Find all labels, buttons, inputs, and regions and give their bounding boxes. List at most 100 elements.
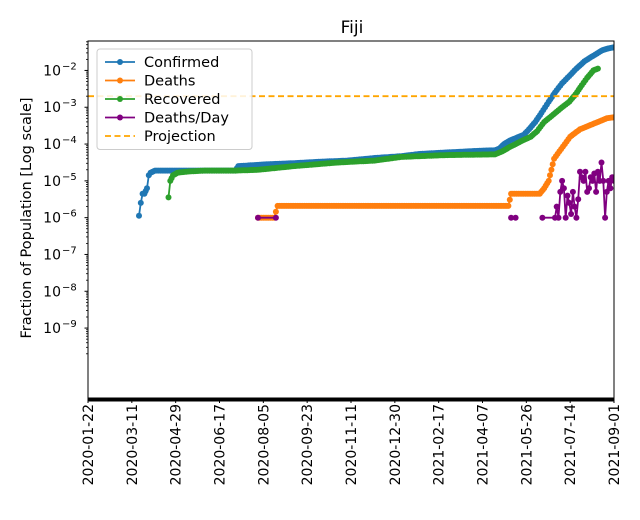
series-deaths-marker	[545, 177, 552, 184]
series-deaths-day-marker	[564, 192, 571, 199]
series-deaths-day-marker	[598, 159, 605, 166]
chart-title: Fiji	[341, 18, 364, 38]
y-tick-label-exponent: −5	[62, 172, 77, 183]
series-deaths-day-marker	[580, 177, 587, 184]
series-deaths-day-marker	[512, 214, 519, 221]
x-tick-label: 2021-04-07	[476, 404, 492, 485]
legend-item-deaths: Deaths	[105, 74, 195, 90]
y-tick-label: 10	[43, 284, 61, 300]
series-deaths-day-marker	[272, 214, 279, 221]
series-deaths-day-marker	[593, 188, 600, 195]
series-deaths-day-marker	[566, 199, 573, 206]
series-deaths-day-marker	[605, 177, 612, 184]
series-deaths-marker	[272, 208, 279, 215]
y-tick-label-exponent: −9	[62, 319, 77, 330]
legend-item-projection: Projection	[105, 129, 216, 145]
series-deaths-day-marker	[555, 214, 562, 221]
legend-box	[96, 48, 253, 150]
series-deaths-day-marker	[559, 177, 566, 184]
series-confirmed-marker	[136, 212, 142, 219]
series-deaths-marker	[547, 172, 553, 179]
series-confirmed-marker	[137, 199, 144, 206]
legend-label: Recovered	[144, 92, 220, 108]
x-tick-label: 2020-06-17	[213, 404, 229, 485]
series-deaths-day-marker	[562, 214, 569, 221]
series-deaths-marker	[611, 114, 614, 121]
x-tick-label: 2021-09-01	[607, 404, 623, 485]
legend-item-deaths-day: Deaths/Day	[105, 111, 229, 127]
y-tick-label-exponent: −3	[62, 98, 77, 109]
series-recovered-marker	[165, 194, 172, 201]
series-deaths-day-marker	[603, 188, 610, 195]
y-tick-label: 10	[43, 247, 61, 263]
x-tick-label: 2020-04-29	[169, 404, 185, 485]
y-tick-label-exponent: −2	[62, 61, 77, 72]
y-tick-label-exponent: −7	[62, 245, 77, 256]
x-tick-label: 2020-11-11	[344, 404, 360, 485]
series-deaths-day-marker	[255, 214, 261, 221]
series-deaths-day-marker	[589, 177, 596, 184]
y-tick-label: 10	[43, 100, 61, 116]
series-deaths-day-marker	[539, 214, 546, 221]
x-tick-label: 2020-09-23	[300, 404, 316, 485]
legend-item-confirmed: Confirmed	[105, 55, 219, 71]
x-tick-label: 2021-07-14	[563, 404, 579, 485]
x-tick-label: 2021-05-26	[519, 404, 535, 485]
legend-label: Projection	[144, 129, 216, 145]
series-deaths-day-marker	[573, 214, 580, 221]
series-deaths-day-marker	[607, 185, 614, 192]
series-deaths	[255, 114, 614, 221]
legend-swatch-marker	[117, 114, 123, 121]
series-deaths-day	[255, 159, 614, 221]
legend-label: Deaths/Day	[144, 111, 229, 127]
series-deaths-day-marker	[602, 214, 609, 221]
series-deaths-marker	[506, 196, 513, 203]
legend-swatch-marker	[117, 96, 123, 102]
series-deaths-day-marker	[569, 188, 576, 195]
series-deaths-day-marker	[611, 177, 614, 184]
y-tick-label: 10	[43, 137, 61, 153]
series-recovered	[165, 65, 601, 201]
series-deaths-day-marker	[582, 168, 589, 175]
x-tick-label: 2021-02-17	[432, 404, 448, 485]
x-tick-label: 2020-12-30	[388, 404, 404, 485]
x-tick-label: 2020-03-11	[125, 404, 141, 485]
y-tick-label: 10	[43, 63, 61, 79]
series-deaths-day-marker	[553, 203, 560, 210]
y-tick-label: 10	[43, 174, 61, 190]
series-deaths-marker	[548, 166, 555, 173]
legend-label: Confirmed	[144, 55, 219, 71]
y-tick-label: 10	[43, 321, 61, 337]
ticks: 10−910−810−710−610−510−410−310 −22020-01-…	[43, 41, 623, 485]
y-tick-label-exponent: −6	[62, 209, 77, 220]
series-clip-group	[88, 44, 614, 221]
x-tick-label: 2020-01-22	[81, 404, 97, 485]
series-deaths-day-marker	[557, 188, 564, 195]
legend-item-recovered: Recovered	[105, 92, 220, 108]
y-axis-label: Fraction of Population [Log scale]	[19, 97, 35, 338]
y-tick-label-exponent: −8	[62, 282, 77, 293]
series-confirmed-marker	[144, 185, 150, 192]
series-deaths-day-marker	[568, 211, 575, 217]
legend-label: Deaths	[144, 74, 195, 90]
series-layer	[88, 44, 614, 221]
series-deaths-day-marker	[577, 168, 583, 175]
series-deaths-day-marker	[575, 196, 582, 203]
series-deaths-day-marker	[560, 185, 567, 192]
series-deaths-day-marker	[508, 214, 515, 221]
legend: Confirmed Deaths Recovered Deaths/Day Projec…	[96, 48, 253, 150]
series-recovered-marker	[594, 65, 601, 72]
series-deaths-marker	[549, 161, 556, 168]
series-deaths-day-marker	[586, 185, 592, 192]
y-tick-label-exponent: −4	[62, 135, 77, 146]
series-deaths-day-marker	[571, 203, 578, 210]
series-deaths-day-marker	[600, 177, 607, 184]
series-deaths-day-marker	[594, 168, 601, 175]
x-tick-label: 2020-08-05	[256, 404, 272, 485]
legend-swatch-marker	[117, 77, 123, 84]
series-confirmed-marker	[611, 44, 614, 51]
legend-swatch-marker	[117, 59, 123, 65]
series-deaths-marker	[505, 202, 512, 209]
y-tick-label: 10	[43, 211, 61, 227]
